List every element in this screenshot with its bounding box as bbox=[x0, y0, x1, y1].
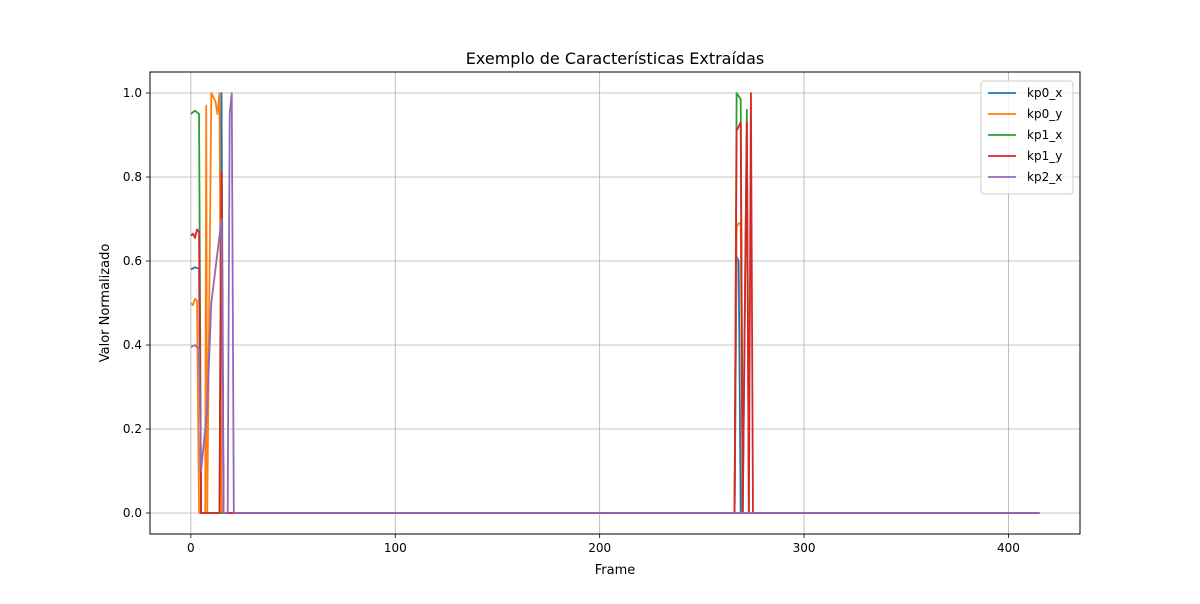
legend-box bbox=[980, 80, 1074, 195]
y-tick-label: 0.6 bbox=[123, 254, 142, 268]
legend-label: kp1_x bbox=[1027, 128, 1062, 142]
x-tick-label: 0 bbox=[187, 541, 195, 555]
legend-label: kp0_x bbox=[1027, 86, 1062, 100]
grid-lines bbox=[150, 72, 1080, 534]
legend-label: kp2_x bbox=[1027, 170, 1062, 184]
x-tick-label: 200 bbox=[588, 541, 611, 555]
series-line-kp2_x bbox=[190, 92, 1040, 514]
axis-ticks: 0 100 200 300 400 0.0 0.2 0.4 0.6 0.8 1.0 bbox=[123, 86, 1020, 555]
chart-title: Exemplo de Características Extraídas bbox=[466, 49, 764, 68]
y-axis-label: Valor Normalizado bbox=[98, 244, 113, 363]
legend-label: kp0_y bbox=[1027, 107, 1062, 121]
plot-area-frame bbox=[149, 71, 1081, 535]
y-tick-label: 0.0 bbox=[123, 506, 142, 520]
x-tick-label: 400 bbox=[997, 541, 1020, 555]
x-axis-label: Frame bbox=[595, 563, 636, 578]
y-tick-label: 0.2 bbox=[123, 422, 142, 436]
x-tick-label: 300 bbox=[793, 541, 816, 555]
x-tick-label: 100 bbox=[384, 541, 407, 555]
y-tick-label: 0.4 bbox=[123, 338, 142, 352]
series-lines bbox=[190, 92, 1041, 514]
legend: kp0_x kp0_y kp1_x kp1_y kp2_x bbox=[980, 80, 1074, 195]
series-line-kp0_y bbox=[190, 92, 1040, 514]
y-tick-label: 0.8 bbox=[123, 170, 142, 184]
y-tick-label: 1.0 bbox=[123, 86, 142, 100]
legend-label: kp1_y bbox=[1027, 149, 1062, 163]
